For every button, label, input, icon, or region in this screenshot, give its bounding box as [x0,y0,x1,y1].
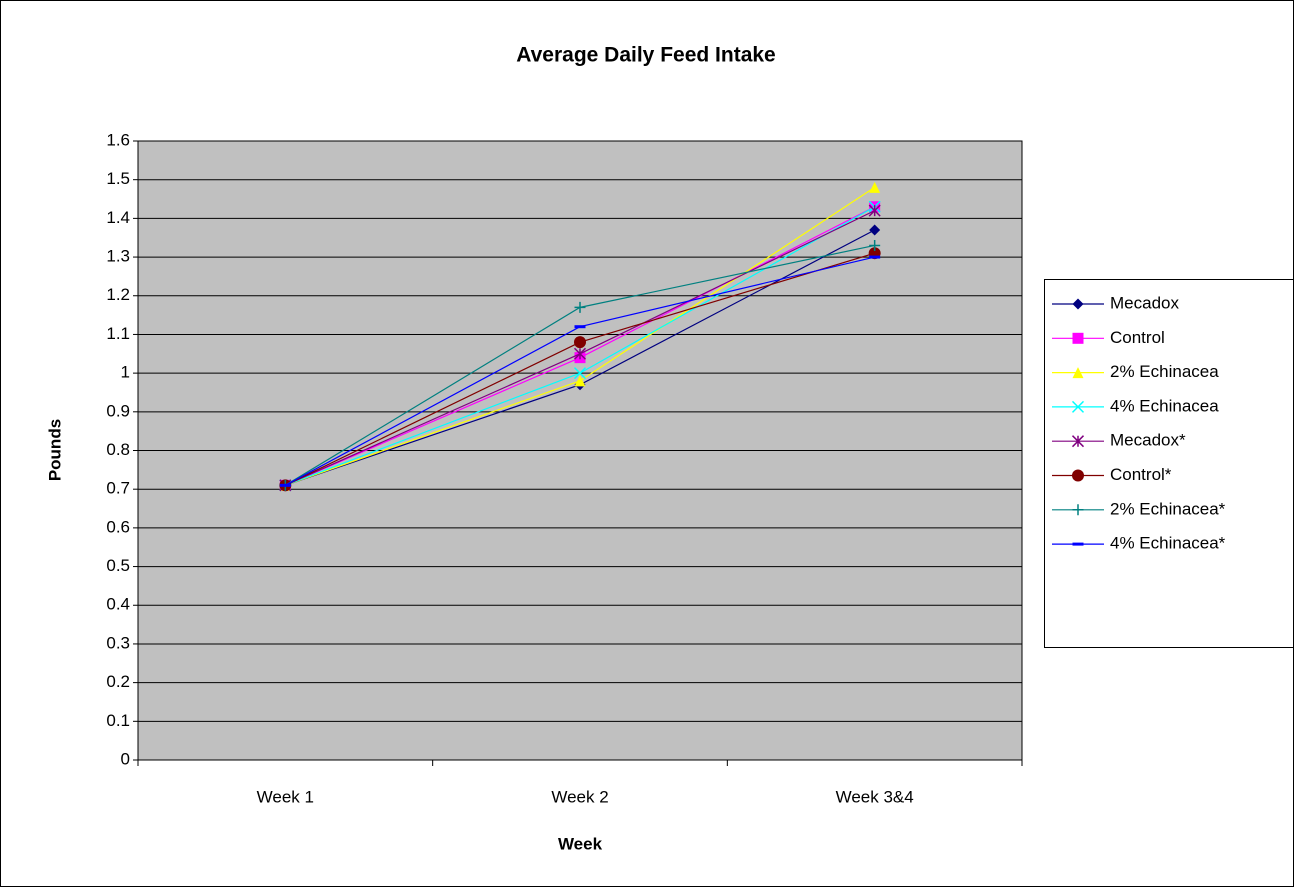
marker [1072,367,1084,379]
y-tick-label: 1.1 [106,324,130,343]
y-tick-label: 1.6 [106,130,130,149]
marker [869,181,881,193]
x-tick-label: Week 1 [257,787,314,806]
y-tick-label: 1.2 [106,285,130,304]
y-tick-label: 1.5 [106,169,130,188]
marker [1072,542,1084,546]
legend-label: 2% Echinacea [1110,362,1219,381]
x-axis-title: Week [558,834,603,853]
marker [573,367,587,380]
marker [574,375,586,387]
y-tick-label: 0 [121,749,130,768]
y-tick-label: 0.7 [106,479,130,498]
marker [1071,400,1085,413]
y-tick-label: 0.1 [106,711,130,730]
marker [1072,504,1084,516]
marker [279,483,291,487]
chart-title: Average Daily Feed Intake [516,44,776,67]
y-tick-label: 0.5 [106,556,130,575]
y-tick-label: 0.3 [106,633,130,652]
marker [574,325,586,329]
y-tick-label: 0.4 [106,595,130,614]
marker [574,336,586,349]
y-tick-label: 1.3 [106,247,130,266]
y-tick-label: 1.4 [106,208,130,227]
y-axis-title: Pounds [45,419,64,481]
y-tick-label: 0.8 [106,440,130,459]
y-tick-label: 0.6 [106,517,130,536]
marker [573,347,587,360]
legend-label: 4% Echinacea [1110,396,1219,415]
x-tick-label: Week 3&4 [836,787,914,806]
legend-label: Mecadox [1110,293,1179,312]
legend-label: Mecadox* [1110,431,1186,450]
y-tick-label: 1 [121,363,130,382]
marker [574,301,586,313]
y-tick-label: 0.2 [106,672,130,691]
y-tick-label: 0.9 [106,401,130,420]
legend-label: 2% Echinacea* [1110,499,1226,518]
marker [1071,435,1085,448]
legend-label: Control* [1110,465,1172,484]
legend-label: Control [1110,328,1165,347]
legend-label: 4% Echinacea* [1110,534,1226,553]
marker [869,239,881,251]
marker [868,204,881,217]
marker [1072,332,1084,344]
marker [869,255,881,259]
legend [1044,279,1294,648]
marker [869,224,881,236]
marker [1072,298,1084,310]
marker [1072,469,1084,482]
x-tick-label: Week 2 [551,787,608,806]
